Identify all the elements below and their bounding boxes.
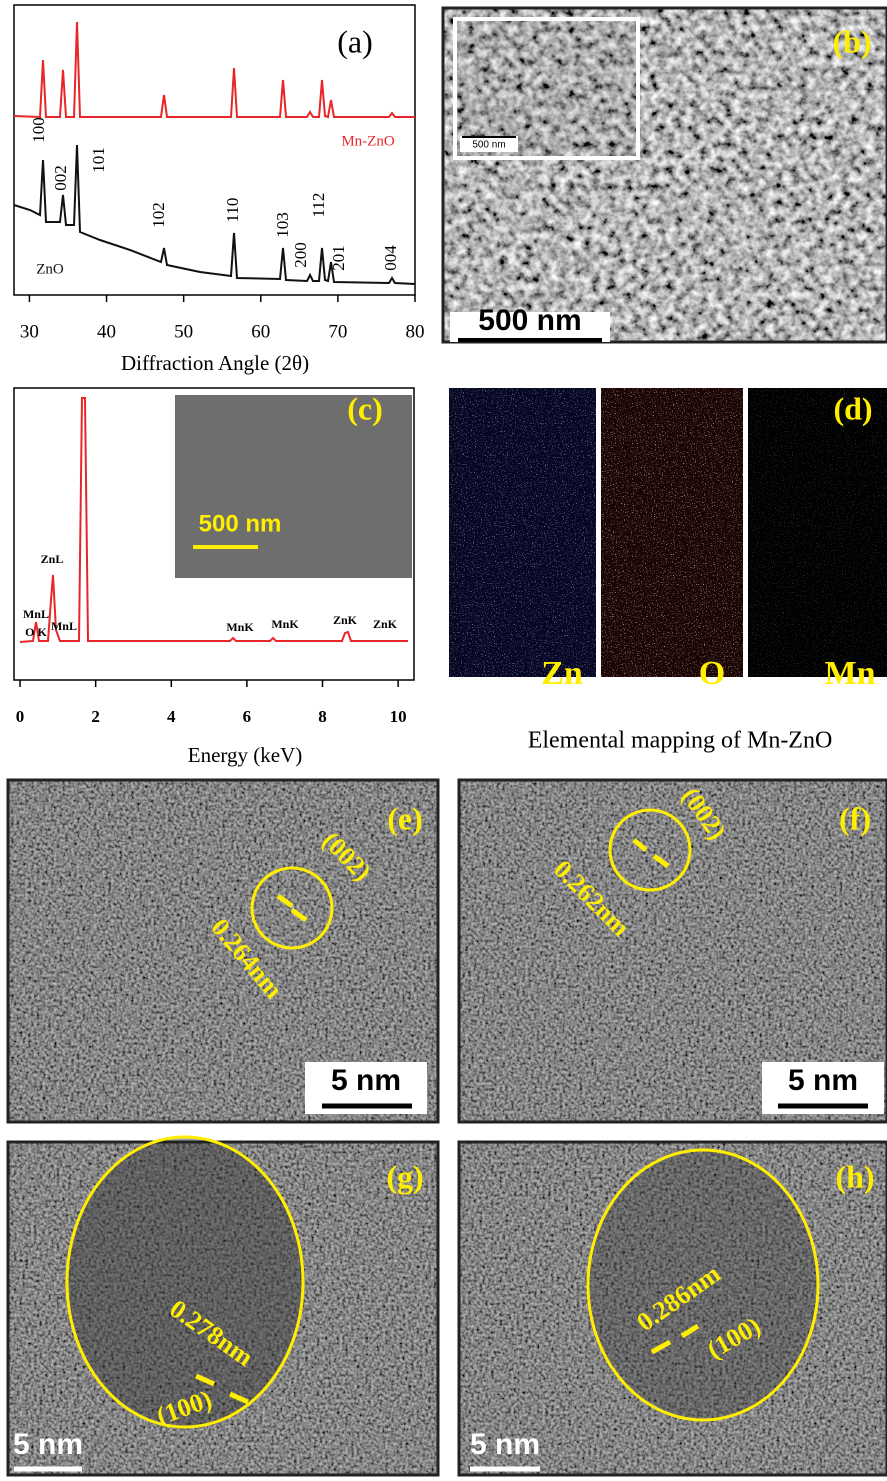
panel-label: (c) (347, 390, 383, 426)
x-axis-title: Diffraction Angle (2θ) (121, 351, 309, 375)
x-tick-label: 80 (406, 321, 425, 342)
legend-label: ZnO (36, 261, 64, 277)
inset-scale-text: 500 nm (199, 510, 282, 537)
peak-label: 002 (51, 165, 70, 191)
x-tick-label: 8 (318, 707, 327, 726)
panel-label: (h) (835, 1158, 874, 1194)
x-tick-label: 70 (328, 321, 347, 342)
figure: (a) Mn-ZnO ZnO 100 002 101 102 110 103 2… (0, 0, 887, 1481)
panel-a: (a) Mn-ZnO ZnO 100 002 101 102 110 103 2… (14, 5, 425, 375)
legend-label: Mn-ZnO (341, 133, 394, 149)
scale-text: 5 nm (470, 1428, 540, 1461)
peak-label: 103 (273, 212, 292, 238)
panel-g: (g) 0.278nm (100) 5 nm (8, 1137, 438, 1475)
map-label: Zn (541, 655, 583, 692)
peak-label: ZnK (373, 617, 398, 631)
scale-text: 5 nm (788, 1064, 858, 1097)
peak-label: 102 (149, 202, 168, 228)
x-tick-label: 4 (167, 707, 176, 726)
panel-e: (e) (002) 0.264nm 5 nm (8, 780, 438, 1122)
peak-label: 004 (381, 245, 400, 271)
panel-label: (f) (839, 800, 871, 836)
x-tick-label: 10 (390, 707, 407, 726)
peak-label: MnL (23, 607, 49, 621)
map-zn-dots (449, 388, 596, 677)
x-tick-label: 6 (243, 707, 252, 726)
x-tick-label: 60 (251, 321, 270, 342)
panel-b: 500 nm 500 nm (b) (443, 8, 887, 342)
x-tick-label: 30 (20, 321, 39, 342)
panel-c: (c) 500 nm ZnL MnL O K MnL MnK MnK ZnK Z… (14, 388, 414, 767)
peak-label: 110 (223, 198, 242, 223)
panel-label: (d) (833, 390, 872, 426)
scale-text: 500 nm (478, 304, 581, 337)
x-tick-label: 2 (91, 707, 100, 726)
x-tick-label: 40 (97, 321, 116, 342)
peak-label: 101 (89, 147, 108, 173)
peak-label: ZnL (41, 552, 64, 566)
peak-label: O K (25, 625, 47, 639)
x-tick-label: 0 (16, 707, 25, 726)
map-mn-dots (748, 388, 887, 677)
map-label: O (699, 655, 725, 692)
peak-label: 112 (309, 193, 328, 218)
panel-label: (b) (832, 23, 871, 59)
map-label: Mn (825, 655, 876, 692)
peak-label: 201 (329, 245, 348, 271)
panel-d: (d) Zn O Mn Elemental mapping of Mn-ZnO (449, 388, 887, 754)
x-axis-title: Energy (keV) (188, 743, 303, 767)
panel-f: (f) (002) 0.262nm 5 nm (459, 780, 887, 1122)
peak-label: 200 (291, 242, 310, 268)
peak-label: MnK (226, 620, 254, 634)
x-tick-label: 50 (174, 321, 193, 342)
scale-text: 5 nm (331, 1064, 401, 1097)
peak-label: 100 (29, 117, 48, 143)
scale-text: 5 nm (13, 1428, 83, 1461)
panel-label: (e) (387, 800, 423, 836)
panel-label: (a) (337, 23, 373, 59)
caption: Elemental mapping of Mn-ZnO (528, 728, 833, 754)
map-o-dots (601, 388, 743, 677)
page: {"panels": { "a": {"label": "(a)", "seri… (0, 0, 887, 1481)
peak-label: MnK (271, 617, 299, 631)
peak-label: MnL (51, 619, 77, 633)
inset-scale-text: 500 nm (472, 140, 505, 151)
peak-label: ZnK (333, 613, 358, 627)
panel-label: (g) (386, 1158, 423, 1194)
inset-texture (457, 21, 636, 156)
panel-h: (h) 0.286nm (100) 5 nm (459, 1142, 887, 1475)
